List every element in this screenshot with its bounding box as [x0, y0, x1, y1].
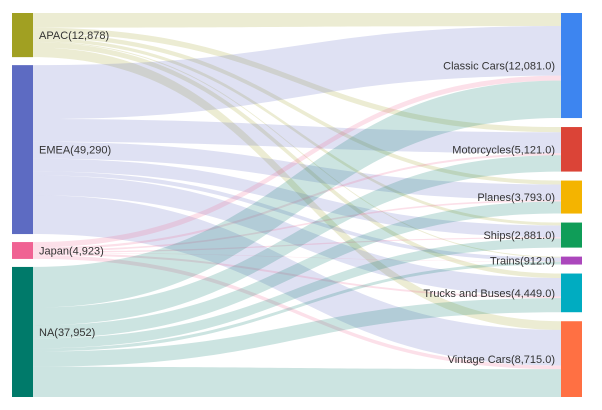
link-emea-to-trains[interactable] [33, 171, 561, 262]
link-emea-to-vintage-cars[interactable] [33, 195, 561, 366]
link-japan-to-trucks-and-buses[interactable] [33, 253, 561, 299]
link-japan-to-motorcycles[interactable] [33, 153, 561, 250]
link-na-to-ships[interactable] [33, 238, 561, 349]
node-vintage-cars[interactable] [561, 321, 582, 397]
link-apac-to-classic-cars[interactable] [33, 13, 561, 28]
node-apac[interactable] [12, 13, 33, 58]
node-na[interactable] [12, 266, 33, 397]
link-japan-to-planes[interactable] [33, 199, 561, 252]
link-apac-to-vintage-cars[interactable] [33, 47, 561, 330]
link-emea-to-motorcycles[interactable] [33, 119, 561, 154]
node-label-planes: Planes(3,793.0) [477, 192, 555, 204]
node-classic-cars[interactable] [561, 13, 582, 119]
link-japan-to-vintage-cars[interactable] [33, 255, 561, 370]
link-emea-to-ships[interactable] [33, 158, 561, 238]
link-japan-to-ships[interactable] [33, 237, 561, 253]
labels-layer: APAC(12,878) EMEA(49,290) Japan(4,923) NA(3… [39, 30, 555, 366]
node-planes[interactable] [561, 180, 582, 214]
link-na-to-trucks-and-buses[interactable] [33, 298, 561, 367]
node-trucks-and-buses[interactable] [561, 273, 582, 313]
node-label-vintage-cars: Vintage Cars(8,715.0) [448, 354, 555, 366]
link-na-to-trains[interactable] [33, 261, 561, 352]
node-label-japan: Japan(4,923) [39, 245, 104, 257]
link-na-to-planes[interactable] [33, 201, 561, 339]
nodes-layer [12, 13, 582, 397]
node-label-emea: EMEA(49,290) [39, 145, 111, 157]
node-label-classic-cars: Classic Cars(12,081.0) [443, 61, 555, 73]
link-emea-to-planes[interactable] [33, 141, 561, 200]
links-layer [33, 13, 561, 397]
node-motorcycles[interactable] [561, 127, 582, 172]
link-japan-to-trains[interactable] [33, 252, 561, 262]
node-label-trucks-and-buses: Trucks and Buses(4,449.0) [423, 288, 555, 300]
node-emea[interactable] [12, 65, 33, 235]
node-label-trains: Trains(912.0) [490, 256, 555, 268]
link-na-to-classic-cars[interactable] [33, 80, 561, 308]
node-japan[interactable] [12, 242, 33, 259]
link-apac-to-motorcycles[interactable] [33, 27, 561, 133]
node-label-na: NA(37,952) [39, 327, 95, 339]
node-ships[interactable] [561, 222, 582, 248]
link-japan-to-classic-cars[interactable] [33, 75, 561, 248]
node-label-ships: Ships(2,881.0) [483, 230, 555, 242]
link-na-to-vintage-cars[interactable] [33, 366, 561, 397]
link-emea-to-trucks-and-buses[interactable] [33, 175, 561, 297]
link-apac-to-ships[interactable] [33, 37, 561, 226]
node-trains[interactable] [561, 256, 582, 265]
link-apac-to-trains[interactable] [33, 41, 561, 258]
link-na-to-motorcycles[interactable] [33, 155, 561, 326]
link-apac-to-trucks-and-buses[interactable] [33, 42, 561, 279]
link-apac-to-planes[interactable] [33, 33, 561, 185]
node-label-apac: APAC(12,878) [39, 30, 109, 42]
node-label-motorcycles: Motorcycles(5,121.0) [452, 144, 555, 156]
link-emea-to-classic-cars[interactable] [33, 26, 561, 120]
